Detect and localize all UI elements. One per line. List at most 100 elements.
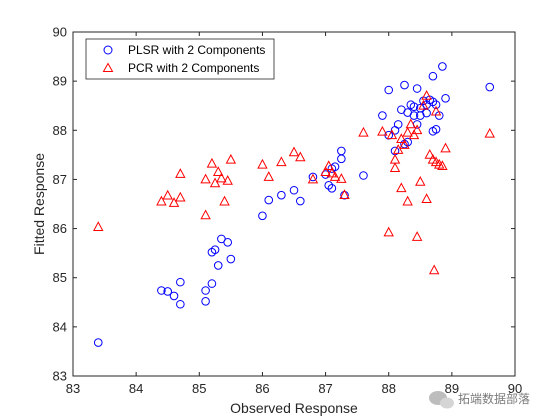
- y-tick-label: 88: [53, 123, 67, 138]
- pcr-point: [263, 171, 274, 181]
- legend-circle-marker: [103, 45, 113, 55]
- plsr-point: [485, 82, 495, 92]
- wechat-icon: [429, 391, 454, 409]
- pcr-point: [288, 146, 300, 157]
- y-tick-label: 86: [53, 221, 67, 236]
- pcr-point: [440, 142, 451, 153]
- y-tick-label: 89: [53, 74, 67, 89]
- legend-triangle-marker: [102, 62, 114, 72]
- plsr-point: [438, 62, 447, 71]
- watermark-text: 拓端数据部落: [458, 391, 530, 406]
- pcr-point: [411, 231, 423, 241]
- x-tick-label: 84: [129, 381, 143, 396]
- pcr-point: [421, 193, 432, 203]
- plsr-point: [428, 71, 438, 81]
- pcr-point: [276, 156, 287, 167]
- pcr-point: [358, 126, 369, 137]
- pcr-point: [386, 129, 398, 140]
- data-marks: [93, 62, 495, 347]
- x-tick-label: 83: [66, 381, 80, 396]
- x-tick-label: 85: [192, 381, 206, 396]
- plsr-point: [431, 100, 441, 110]
- plsr-point: [277, 190, 286, 200]
- plsr-point: [201, 297, 210, 306]
- x-tick-label: 86: [255, 381, 269, 396]
- pcr-point: [320, 166, 331, 176]
- pcr-point: [156, 195, 167, 206]
- plsr-point: [412, 84, 422, 93]
- pcr-point: [175, 191, 186, 202]
- pcr-point: [257, 158, 268, 169]
- pcr-point: [200, 209, 211, 220]
- pcr-point: [396, 182, 407, 193]
- pcr-point: [329, 171, 341, 181]
- plsr-point: [176, 299, 185, 309]
- legend-entry-pcr: PCR with 2 Components: [128, 61, 259, 75]
- y-tick-label: 85: [53, 270, 67, 285]
- y-tick-label: 90: [53, 25, 67, 40]
- plsr-point: [324, 181, 334, 190]
- plsr-point: [409, 102, 419, 111]
- x-axis-label: Observed Response: [230, 400, 358, 416]
- plsr-point: [393, 120, 403, 129]
- pcr-point: [219, 195, 230, 206]
- pcr-point: [225, 153, 237, 164]
- plsr-point: [431, 125, 441, 134]
- pcr-point: [209, 177, 221, 188]
- plsr-point: [441, 94, 450, 103]
- pcr-point: [336, 173, 347, 183]
- plsr-point: [384, 85, 394, 95]
- pcr-point: [405, 118, 417, 129]
- pcr-point: [402, 195, 413, 206]
- pcr-point: [402, 126, 413, 137]
- plsr-point: [157, 286, 166, 295]
- plsr-point: [400, 80, 409, 90]
- pcr-point: [408, 129, 420, 140]
- plsr-point: [226, 254, 236, 264]
- pcr-point: [339, 189, 350, 200]
- pcr-point: [415, 176, 426, 186]
- pcr-point: [307, 173, 319, 184]
- plsr-point: [289, 185, 299, 195]
- pcr-point: [383, 226, 394, 237]
- pcr-point: [295, 151, 306, 162]
- plsr-point: [223, 238, 232, 247]
- pcr-point: [222, 175, 233, 185]
- pcr-point: [206, 157, 218, 168]
- plsr-point: [359, 171, 368, 180]
- x-tick-label: 90: [508, 381, 522, 396]
- y-tick-label: 83: [53, 369, 67, 384]
- pcr-point: [200, 173, 211, 184]
- pcr-point: [399, 139, 410, 149]
- pcr-point: [175, 168, 186, 178]
- pcr-point: [377, 125, 388, 136]
- pcr-point: [411, 124, 423, 135]
- plsr-point: [176, 277, 185, 287]
- plsr-point: [337, 154, 346, 164]
- plsr-point: [296, 196, 305, 206]
- pcr-point: [326, 167, 338, 178]
- pcr-point: [389, 162, 401, 173]
- plsr-point: [378, 111, 387, 120]
- plsr-point: [213, 261, 223, 270]
- plsr-point: [210, 245, 220, 255]
- pcr-point: [212, 166, 224, 176]
- pcr-point: [396, 133, 407, 144]
- pcr-point: [430, 105, 442, 116]
- x-tick-label: 89: [445, 381, 459, 396]
- y-tick-label: 84: [53, 319, 67, 334]
- y-axis-label: Fitted Response: [31, 153, 47, 255]
- plsr-point: [169, 291, 179, 301]
- pcr-point: [428, 264, 440, 275]
- pcr-point: [392, 144, 404, 154]
- pcr-point: [424, 148, 435, 159]
- plsr-point: [201, 286, 210, 295]
- plsr-point: [207, 279, 217, 288]
- legend-box: [85, 38, 275, 80]
- pcr-point: [168, 197, 180, 207]
- plsr-point: [409, 111, 419, 120]
- plsr-point: [428, 97, 438, 107]
- pcr-point: [418, 99, 429, 110]
- plsr-point: [93, 338, 103, 347]
